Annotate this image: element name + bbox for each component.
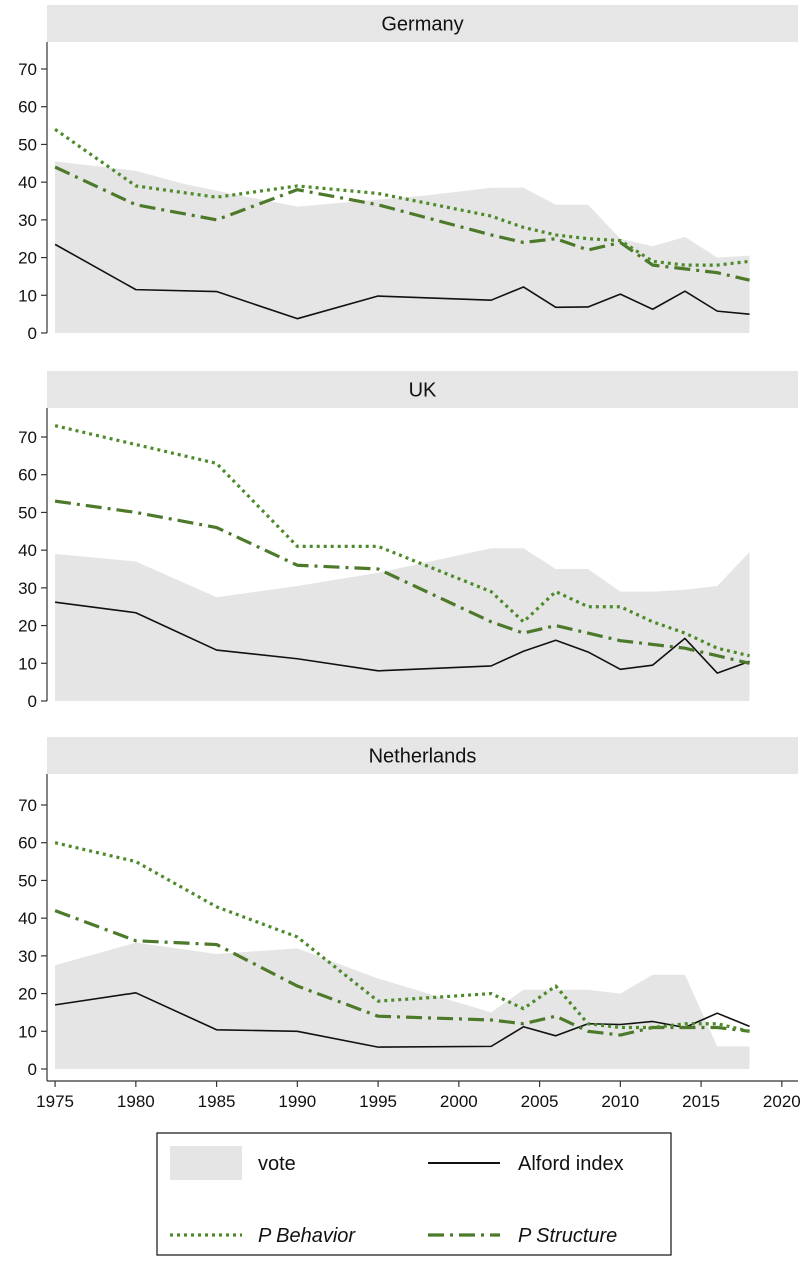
panel-title-bar xyxy=(47,5,798,42)
x-tick-label: 1990 xyxy=(278,1092,316,1111)
legend-label-behavior: P Behavior xyxy=(258,1225,356,1247)
panel-title-bar xyxy=(47,371,798,408)
y-tick-label: 60 xyxy=(18,98,37,117)
y-tick-label: 50 xyxy=(18,135,37,154)
y-tick-label: 20 xyxy=(18,249,37,268)
y-tick-label: 10 xyxy=(18,286,37,305)
p-behavior-line xyxy=(54,841,750,1033)
x-tick-label: 2005 xyxy=(521,1092,559,1111)
y-tick-label: 60 xyxy=(18,834,37,853)
y-tick-label: 30 xyxy=(18,947,37,966)
x-tick-label: 2015 xyxy=(682,1092,720,1111)
panel-title: Netherlands xyxy=(369,746,477,768)
p-structure-line xyxy=(54,499,750,665)
y-tick-label: 0 xyxy=(28,1060,37,1079)
y-tick-label: 40 xyxy=(18,909,37,928)
y-tick-label: 10 xyxy=(18,654,37,673)
y-tick-label: 30 xyxy=(18,211,37,230)
panel-title: UK xyxy=(409,380,437,402)
p-structure-line xyxy=(54,165,750,282)
y-tick-label: 70 xyxy=(18,796,37,815)
vote-area xyxy=(55,942,750,1069)
y-tick-label: 40 xyxy=(18,541,37,560)
y-tick-label: 60 xyxy=(18,466,37,485)
panel-netherlands: Netherlands 0 10 20 30 40 50 60 70 xyxy=(18,737,798,1081)
y-tick-label: 0 xyxy=(28,692,37,711)
x-tick-label: 1995 xyxy=(359,1092,397,1111)
y-tick-label: 70 xyxy=(18,60,37,79)
y-tick-label: 10 xyxy=(18,1022,37,1041)
legend: vote Alford index P Behavior P Structure xyxy=(156,1132,672,1256)
y-tick-label: 50 xyxy=(18,503,37,522)
legend-label-vote: vote xyxy=(258,1153,296,1175)
x-tick-label: 2020 xyxy=(763,1092,801,1111)
y-tick-label: 20 xyxy=(18,985,37,1004)
panel-germany: Germany 0 10 20 30 40 50 60 70 xyxy=(18,5,798,343)
y-tick-label: 20 xyxy=(18,617,37,636)
x-tick-label: 1985 xyxy=(198,1092,236,1111)
x-tick-label: 2010 xyxy=(601,1092,639,1111)
vote-area xyxy=(55,548,750,701)
y-tick-label: 30 xyxy=(18,579,37,598)
x-tick-label: 1975 xyxy=(36,1092,74,1111)
x-tick-label: 1980 xyxy=(117,1092,155,1111)
x-tick-label: 2000 xyxy=(440,1092,478,1111)
y-tick-label: 70 xyxy=(18,428,37,447)
vote-area xyxy=(55,161,750,333)
legend-box xyxy=(156,1132,672,1256)
panel-title: Germany xyxy=(381,14,463,36)
p-structure-line xyxy=(54,909,750,1037)
panel-uk: UK 0 10 20 30 40 50 60 70 xyxy=(18,371,798,711)
legend-label-alford: Alford index xyxy=(518,1153,624,1175)
legend-swatch-vote xyxy=(170,1146,242,1180)
alford-index-line xyxy=(54,243,750,320)
alford-index-line xyxy=(54,601,750,674)
panel-title-bar xyxy=(47,737,798,774)
y-tick-label: 50 xyxy=(18,871,37,890)
y-tick-label: 40 xyxy=(18,173,37,192)
legend-label-structure: P Structure xyxy=(518,1225,617,1247)
y-tick-label: 0 xyxy=(28,324,37,343)
